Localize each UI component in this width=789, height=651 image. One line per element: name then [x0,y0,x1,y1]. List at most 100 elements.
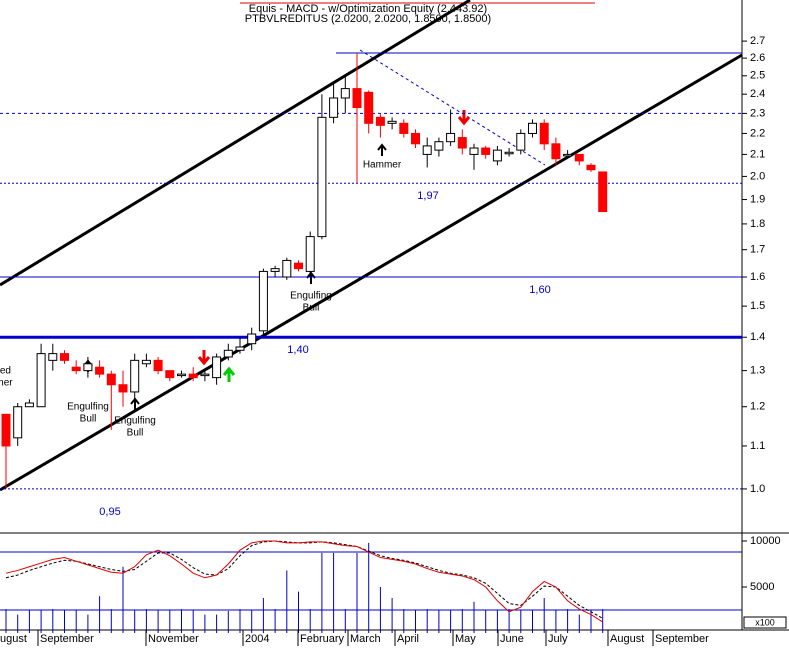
x-tick-label: April [397,633,419,645]
candle-body [481,147,491,155]
candle-body [282,259,292,278]
candle-body [504,151,514,155]
candle-body [598,171,608,213]
candle-body [434,141,444,151]
candle-body [118,384,128,393]
candle-body [165,370,175,379]
candle-body [305,236,315,272]
candle-body [95,366,105,375]
candle-body [223,349,233,358]
candle-body [200,373,210,377]
x-tick-label: September [40,633,94,645]
candle-body [340,88,350,99]
candle-body [258,270,268,332]
y-tick-label: 2.3 [750,107,765,119]
candle-body [516,132,526,151]
y2-tick-label: 5000 [750,581,774,593]
y-tick-label: 2.7 [750,35,765,47]
x-tick-label: ugust [0,633,27,645]
candle-body [469,147,479,155]
candle-body [1,413,11,447]
candle-body [153,359,163,372]
y-tick-label: 1.0 [750,483,765,495]
candle-body [492,149,502,162]
annotation: ted [0,366,11,377]
annotation: Bull [80,414,97,425]
x-tick-label: September [655,633,709,645]
y-tick-label: 1.2 [750,401,765,413]
candle-body [71,366,81,372]
annotation: Engulfing [290,291,332,302]
annotation: Hammer [363,160,402,171]
x-tick-label: November [148,633,199,645]
candle-body [106,373,116,386]
y-tick-label: 1.7 [750,244,765,256]
chart-title: Equis - MACD - w/Optimization Equity (2,… [249,3,487,15]
candle-body [48,353,58,361]
x-tick-label: May [455,633,476,645]
y-tick-label: 2.5 [750,70,765,82]
candle-body [551,143,561,160]
level-label: 1,60 [529,284,550,296]
y2-tick-label: 10000 [750,535,781,547]
candle-body [317,116,327,238]
candle-body [235,346,245,351]
y-tick-label: 2.1 [750,148,765,160]
level-label: 1,40 [287,344,308,356]
candle-body [539,122,549,145]
candle-body [574,153,584,162]
candle-body [411,132,420,145]
x-tick-label: March [350,633,381,645]
candle-body [36,353,46,408]
y-tick-label: 1.9 [750,193,765,205]
annotation: mer [0,378,13,389]
candle-body [141,359,151,365]
x-tick-label: August [610,633,644,645]
candle-body [188,373,198,379]
candle-body [83,363,93,372]
candle-body [247,333,257,345]
channel-lower [0,53,743,492]
y-tick-label: 1.1 [750,440,765,452]
candle-body [586,164,596,171]
candle-body [387,120,397,124]
candle-body [177,373,186,377]
candle-body [294,262,303,270]
y-tick-label: 1.3 [750,365,765,377]
candle-body [352,88,362,109]
level-label: 1,97 [417,190,438,202]
y-tick-label: 1.8 [750,218,765,230]
x-tick-label: February [300,633,345,645]
annotation: Engulfing [67,402,109,413]
channel-upper [0,0,471,287]
y-tick-label: 1.5 [750,300,765,312]
candle-body [375,116,385,126]
trend-dashed [359,49,546,166]
x-tick-label: 2004 [245,633,269,645]
macd-line [5,540,603,623]
candle-body [364,91,374,124]
unit-label: x100 [755,617,775,627]
candle-body [563,153,573,157]
candle-body [212,356,222,379]
chart-subtitle: PTBVLREDITUS (2.0200, 2.0200, 1.8500, 1.… [245,13,491,25]
candle-body [528,122,537,134]
x-tick-label: June [500,633,524,645]
y-tick-label: 2.2 [750,127,765,139]
y-tick-label: 2.6 [750,52,765,64]
candle-body [130,359,140,393]
candle-body [270,268,280,272]
candle-body [13,406,23,439]
candle-body [399,122,409,134]
candle-body [422,145,432,155]
y-tick-label: 2.0 [750,170,765,182]
candle-body [24,402,34,408]
candle-body [60,353,69,361]
y-tick-label: 1.4 [750,331,765,343]
candle-body [446,132,456,143]
annotation: Bull [127,428,144,439]
candle-body [329,97,339,118]
unit-box [743,616,787,629]
